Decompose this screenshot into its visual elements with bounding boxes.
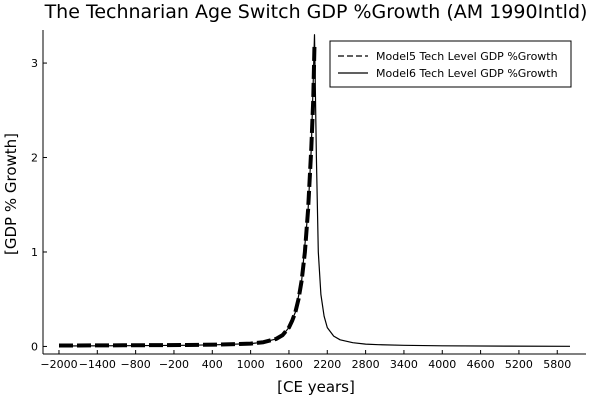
x-tick-label: 4600 [467, 358, 495, 371]
y-tick-label: 1 [31, 246, 38, 259]
y-tick-label: 3 [31, 57, 38, 70]
x-tick-label: 400 [202, 358, 223, 371]
legend-label-model5: Model5 Tech Level GDP %Growth [376, 50, 558, 63]
axes [42, 30, 586, 355]
x-tick-label: −2000 [40, 358, 77, 371]
x-tick-label: 2800 [352, 358, 380, 371]
legend-box [329, 40, 572, 88]
x-tick-label: 4000 [428, 358, 456, 371]
x-tick-label: −1400 [79, 358, 116, 371]
chart-title: The Technarian Age Switch GDP %Growth (A… [44, 1, 588, 23]
x-tick-label: 5200 [505, 358, 533, 371]
plot-lines [58, 34, 571, 348]
series-line-model6 [58, 34, 571, 347]
y-tick-label: 0 [31, 340, 38, 353]
x-axis-label: [CE years] [277, 378, 355, 396]
x-tick-label: −800 [121, 358, 151, 371]
x-tick-label: 1000 [237, 358, 265, 371]
y-ticks: 0 1 2 3 [31, 57, 47, 353]
legend-label-model6: Model6 Tech Level GDP %Growth [376, 67, 558, 80]
x-ticks: −2000 −1400 −800 −200 400 1000 1600 2200 2800 340… [40, 350, 571, 371]
x-tick-label: 3400 [390, 358, 418, 371]
x-tick-label: −200 [159, 358, 189, 371]
legend: Model5 Tech Level GDP %Growth Model6 Tech… [329, 40, 572, 88]
series-line-model5 [58, 44, 317, 348]
x-tick-label: 5800 [543, 358, 571, 371]
y-axis-label: [GDP % Growth] [2, 133, 20, 255]
y-tick-label: 2 [31, 152, 38, 165]
x-tick-label: 1600 [275, 358, 303, 371]
x-tick-label: 2200 [313, 358, 341, 371]
